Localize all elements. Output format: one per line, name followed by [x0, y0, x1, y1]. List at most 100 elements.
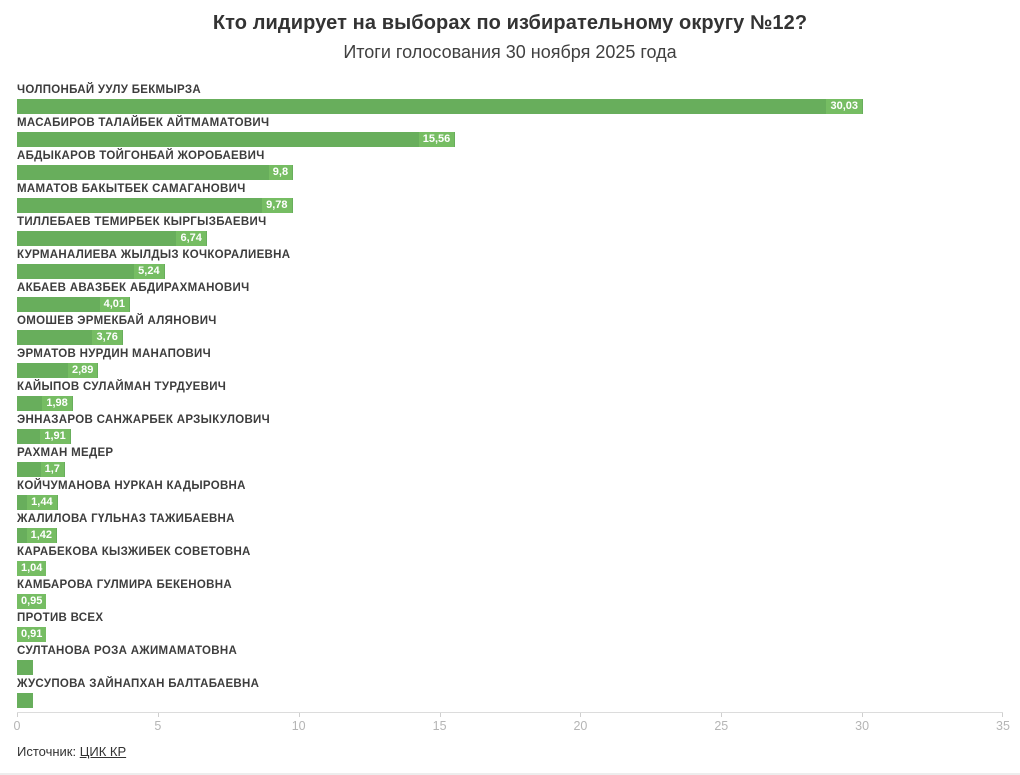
candidate-name: ЭННАЗАРОВ САНЖАРБЕК АРЗЫКУЛОВИЧ: [17, 414, 270, 426]
candidate-name: АБДЫКАРОВ ТОЙГОНБАЙ ЖОРОБАЕВИЧ: [17, 150, 265, 162]
source-prefix-label: Источник:: [17, 744, 77, 759]
axis-tick-label: 0: [13, 719, 21, 733]
candidate-name: КУРМАНАЛИЕВА ЖЫЛДЫЗ КОЧКОРАЛИЕВНА: [17, 249, 291, 261]
bar[interactable]: 2,89: [17, 363, 99, 378]
bar-row: КАРАБЕКОВА КЫЗЖИБЕК СОВЕТОВНА 1,04: [17, 545, 1003, 578]
bar[interactable]: 1,98: [17, 396, 73, 411]
source-footer: Источник: ЦИК КР: [17, 744, 126, 759]
bar-track: 4,01: [17, 297, 1003, 312]
bar-track: 5,24: [17, 264, 1003, 279]
bar-track: 30,03: [17, 99, 1003, 114]
bar-row: МАСАБИРОВ ТАЛАЙБЕК АЙТМАМАТОВИЧ 15,56: [17, 116, 1003, 149]
candidate-name: СУЛТАНОВА РОЗА АЖИМАМАТОВНА: [17, 645, 238, 657]
axis-tick-label: 5: [154, 719, 162, 733]
candidate-name: РАХМАН МЕДЕР: [17, 447, 114, 459]
chart-subtitle: Итоги голосования 30 ноября 2025 года: [343, 42, 677, 62]
bar[interactable]: 5,24: [17, 264, 165, 279]
axis-tick-mark: [862, 713, 864, 717]
chart-title: Кто лидирует на выборах по избирательном…: [212, 12, 808, 34]
bar-track: 3,76: [17, 330, 1003, 345]
bar[interactable]: 1,7: [17, 462, 65, 477]
bar-row: ТИЛЛЕБАЕВ ТЕМИРБЕК КЫРГЫЗБАЕВИЧ 6,74: [17, 215, 1003, 248]
bar[interactable]: 15,56: [17, 132, 456, 147]
bar-row: ОМОШЕВ ЭРМЕКБАЙ АЛЯНОВИЧ 3,76: [17, 314, 1003, 347]
bar[interactable]: 6,74: [17, 231, 207, 246]
bar-row: КАМБАРОВА ГУЛМИРА БЕКЕНОВНА 0,95: [17, 578, 1003, 611]
axis-tick-mark: [157, 713, 159, 717]
bar-row: ПРОТИВ ВСЕХ 0,91: [17, 611, 1003, 644]
bar-track: 2,89: [17, 363, 1003, 378]
bar[interactable]: 0,95: [17, 594, 47, 609]
bar-row: РАХМАН МЕДЕР 1,7: [17, 446, 1003, 479]
candidate-name: АКБАЕВ АВАЗБЕК АБДИРАХМАНОВИЧ: [17, 282, 250, 294]
bar[interactable]: 0,91: [17, 627, 47, 642]
source-link[interactable]: ЦИК КР: [79, 744, 127, 759]
bar-row: КАЙЫПОВ СУЛАЙМАН ТУРДУЕВИЧ 1,98: [17, 380, 1003, 413]
bar-value-label: 1,44: [27, 495, 57, 510]
bar[interactable]: 1,04: [17, 561, 47, 576]
bar[interactable]: 9,78: [17, 198, 293, 213]
bar-track: 1,7: [17, 462, 1003, 477]
candidate-name: КАЙЫПОВ СУЛАЙМАН ТУРДУЕВИЧ: [17, 381, 227, 393]
bar[interactable]: 1,91: [17, 429, 71, 444]
bar[interactable]: [17, 660, 33, 675]
bar-value-label: 0,91: [17, 627, 47, 642]
candidate-name: ПРОТИВ ВСЕХ: [17, 612, 104, 624]
candidate-name: МАМАТОВ БАКЫТБЕК САМАГАНОВИЧ: [17, 183, 246, 195]
axis-tick-label: 10: [291, 719, 306, 733]
axis-tick-mark: [721, 713, 723, 717]
bar-row: АКБАЕВ АВАЗБЕК АБДИРАХМАНОВИЧ 4,01: [17, 281, 1003, 314]
bar-row: СУЛТАНОВА РОЗА АЖИМАМАТОВНА: [17, 644, 1003, 677]
bar[interactable]: 9,8: [17, 165, 294, 180]
axis-tick-mark: [580, 713, 582, 717]
x-axis: 0 5 10 15 20 25 30 35: [13, 712, 1010, 738]
bar-track: 0,91: [17, 627, 1003, 642]
bar[interactable]: [17, 693, 33, 708]
plot-area: ЧОЛПОНБАЙ УУЛУ БЕКМЫРЗА 30,03 МАСАБИРОВ ТА…: [17, 83, 1003, 710]
candidate-name: ЭРМАТОВ НУРДИН МАНАПОВИЧ: [17, 348, 211, 360]
bar-row: ЭННАЗАРОВ САНЖАРБЕК АРЗЫКУЛОВИЧ 1,91: [17, 413, 1003, 446]
candidate-name: ТИЛЛЕБАЕВ ТЕМИРБЕК КЫРГЫЗБАЕВИЧ: [17, 216, 267, 228]
bar[interactable]: 1,42: [17, 528, 57, 543]
chart-header: Кто лидирует на выборах по избирательном…: [0, 0, 1020, 63]
bar-value-label: 0,95: [17, 594, 47, 609]
bar-value-label: 9,78: [262, 198, 292, 213]
bar-row: ЧОЛПОНБАЙ УУЛУ БЕКМЫРЗА 30,03: [17, 83, 1003, 116]
axis-tick-label: 15: [432, 719, 447, 733]
bar[interactable]: 30,03: [17, 99, 863, 114]
bar-value-label: 30,03: [826, 99, 862, 114]
bar-track: 1,44: [17, 495, 1003, 510]
bar-value-label: 5,24: [134, 264, 164, 279]
bar-track: 0,95: [17, 594, 1003, 609]
candidate-name: ЖУСУПОВА ЗАЙНАПХАН БАЛТАБАЕВНА: [17, 678, 260, 690]
bar[interactable]: 1,44: [17, 495, 58, 510]
bar-track: 6,74: [17, 231, 1003, 246]
candidate-name: КАМБАРОВА ГУЛМИРА БЕКЕНОВНА: [17, 579, 232, 591]
bar-value-label: 1,91: [40, 429, 70, 444]
candidate-name: МАСАБИРОВ ТАЛАЙБЕК АЙТМАМАТОВИЧ: [17, 117, 270, 129]
bar[interactable]: 4,01: [17, 297, 130, 312]
bar-track: [17, 660, 1003, 675]
bar-value-label: 2,89: [67, 363, 98, 378]
bar-track: 9,78: [17, 198, 1003, 213]
bar-value-label: 1,04: [17, 561, 47, 576]
candidate-name: ЖАЛИЛОВА ГҮЛЬНАЗ ТАЖИБАЕВНА: [17, 513, 235, 525]
bar-value-label: 4,01: [99, 297, 129, 312]
bar-value-label: 9,8: [268, 165, 293, 180]
bar-track: 15,56: [17, 132, 1003, 147]
bar[interactable]: 3,76: [17, 330, 123, 345]
bar-track: [17, 693, 1003, 708]
bar-value-label: 15,56: [418, 132, 455, 147]
bar-track: 1,42: [17, 528, 1003, 543]
bar-row: ЖАЛИЛОВА ГҮЛЬНАЗ ТАЖИБАЕВНА 1,42: [17, 512, 1003, 545]
bar-track: 1,98: [17, 396, 1003, 411]
bar-row: АБДЫКАРОВ ТОЙГОНБАЙ ЖОРОБАЕВИЧ 9,8: [17, 149, 1003, 182]
candidate-name: ЧОЛПОНБАЙ УУЛУ БЕКМЫРЗА: [17, 84, 201, 96]
bar-value-label: 1,98: [42, 396, 72, 411]
axis-tick-label: 20: [573, 719, 588, 733]
bar-row: МАМАТОВ БАКЫТБЕК САМАГАНОВИЧ 9,78: [17, 182, 1003, 215]
bar-row: ЖУСУПОВА ЗАЙНАПХАН БАЛТАБАЕВНА: [17, 677, 1003, 710]
bar-row: ЭРМАТОВ НУРДИН МАНАПОВИЧ 2,89: [17, 347, 1003, 380]
bar-value-label: 1,7: [40, 462, 64, 477]
